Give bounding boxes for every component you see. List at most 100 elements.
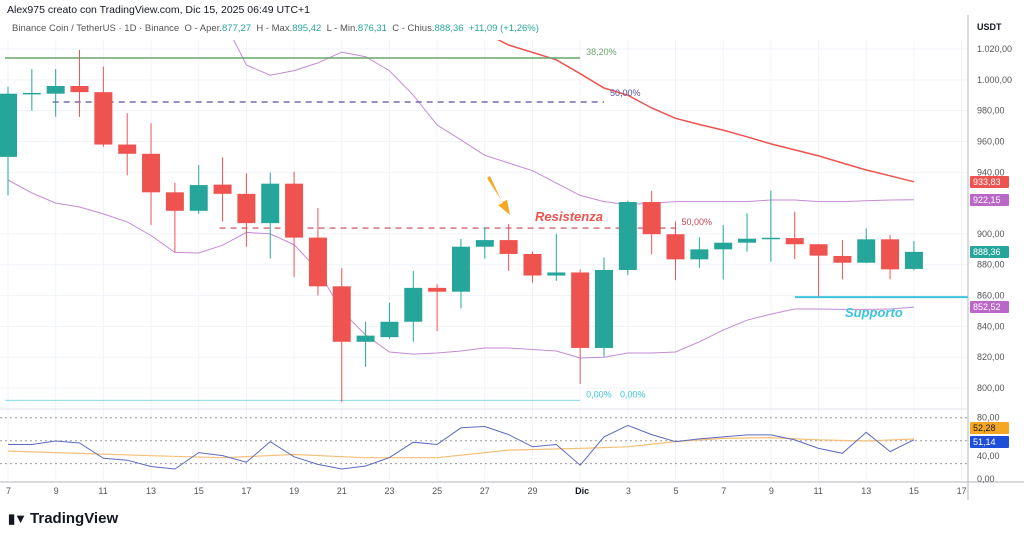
y-tick-label: 880,00 <box>977 260 1005 270</box>
symbol-name[interactable]: Binance Coin / TetherUS · 1D · Binance <box>12 23 180 34</box>
rsi-line <box>8 424 915 470</box>
level-label: 0,00% <box>586 389 612 399</box>
level-label: 0,00% <box>620 389 646 399</box>
candle-body <box>404 287 423 322</box>
candle-body <box>499 240 518 254</box>
candle-body <box>70 85 89 93</box>
candle-body <box>833 255 852 263</box>
y-tick-label: 840,00 <box>977 321 1005 331</box>
x-tick-label: 11 <box>814 486 823 496</box>
tradingview-logo[interactable]: ▮▼ TradingView <box>8 510 118 527</box>
candle-body <box>571 272 590 348</box>
grid <box>0 40 968 480</box>
candle-body <box>332 286 351 342</box>
price-badge: 922,15 <box>970 193 1009 206</box>
resistance-label: Resistenza <box>535 209 603 224</box>
symbol-legend: Binance Coin / TetherUS · 1D · Binance O… <box>12 23 539 34</box>
level-label: 50,00% <box>610 88 641 98</box>
candle-body <box>904 251 923 269</box>
close-value: 888,36 <box>434 23 464 34</box>
candle-body <box>618 202 637 270</box>
x-tick-label: 17 <box>957 486 967 496</box>
candle-body <box>595 269 613 348</box>
candle-body <box>0 93 17 157</box>
open-value: 877,27 <box>222 23 252 34</box>
time-axis: 7 9 11 13 15 17 19 21 23 25 27 29 Dic 3 5 7 9 11 13 15 17 <box>6 486 967 496</box>
candle-body <box>666 234 685 260</box>
candle-body <box>547 272 566 276</box>
candle-body <box>380 321 399 338</box>
candle-body <box>94 92 113 145</box>
x-tick-label: 7 <box>721 486 726 496</box>
fib-levels: 38,20% 50,00% 50,00% 0,00% 0,00% <box>5 47 968 401</box>
y-tick-label: 800,00 <box>977 383 1005 393</box>
x-tick-label: Dic <box>575 486 589 496</box>
x-tick-label: 7 <box>6 486 11 496</box>
candle-body <box>285 183 304 238</box>
candle-body <box>142 153 161 193</box>
chart-credit: Alex975 creato con TradingView.com, Dic … <box>7 4 311 16</box>
price-badge: 888,36 <box>970 245 1009 258</box>
candle-body <box>475 240 494 247</box>
candle-body <box>213 184 232 194</box>
y-tick-label: 860,00 <box>977 291 1005 301</box>
rsi-panel: 80,00 40,00 0,00 <box>0 413 1000 484</box>
candle-body <box>451 246 470 292</box>
y-tick-label: 1.000,00 <box>977 75 1012 85</box>
close-label: C - Chius. <box>392 23 435 34</box>
rsi-badge: 51,14 <box>970 436 1009 448</box>
candle-body <box>308 237 327 287</box>
lower-band-line <box>7 179 914 359</box>
price-badge: 852,52 <box>970 301 1009 314</box>
y-tick-label: 980,00 <box>977 106 1005 116</box>
change-value: +11,09 (+1,26%) <box>468 23 539 34</box>
arrow-icon <box>487 176 510 215</box>
rsi-tick-label: 80,00 <box>977 413 1000 423</box>
support-label: Supporto <box>845 305 903 320</box>
candle-body <box>428 287 447 292</box>
x-tick-label: 5 <box>674 486 679 496</box>
candle-body <box>22 92 41 95</box>
candle-body <box>714 242 733 250</box>
candle-body <box>738 238 757 243</box>
candle-body <box>761 237 780 240</box>
open-label: O - Aper. <box>184 23 223 34</box>
y-tick-label: 1.020,00 <box>977 44 1012 54</box>
x-tick-label: 15 <box>909 486 919 496</box>
logo-text: TradingView <box>30 510 119 527</box>
candle-body <box>165 192 184 211</box>
rsi-tick-label: 0,00 <box>977 474 995 484</box>
candle-body <box>189 185 208 211</box>
candle-body <box>46 85 65 94</box>
price-badge: 933,83 <box>970 175 1009 188</box>
x-tick-label: 15 <box>194 486 204 496</box>
candle-body <box>261 183 280 224</box>
x-tick-label: 19 <box>289 486 299 496</box>
currency-label: USDT <box>977 22 1002 32</box>
x-tick-label: 25 <box>432 486 442 496</box>
x-tick-label: 23 <box>384 486 394 496</box>
rsi-badge: 52,28 <box>970 422 1009 434</box>
moving-average-line <box>496 40 915 183</box>
candle-body <box>523 253 542 276</box>
x-tick-label: 13 <box>146 486 156 496</box>
candle-body <box>237 193 256 224</box>
rsi-ma-line <box>7 436 914 459</box>
x-tick-label: 29 <box>527 486 537 496</box>
candle-body <box>356 335 375 342</box>
y-tick-label: 820,00 <box>977 352 1005 362</box>
x-tick-label: 9 <box>769 486 774 496</box>
candle-body <box>857 239 876 263</box>
candle-body <box>690 249 709 260</box>
x-tick-label: 21 <box>337 486 347 496</box>
candle-body <box>118 144 137 154</box>
price-axis: 1.020,001.000,00980,00960,00940,00900,00… <box>0 15 1024 500</box>
candle-body <box>642 202 661 235</box>
rsi-tick-label: 40,00 <box>977 451 1000 461</box>
low-label: L - Min. <box>326 23 358 34</box>
x-tick-label: 13 <box>861 486 871 496</box>
x-tick-label: 17 <box>241 486 251 496</box>
x-tick-label: 11 <box>98 486 107 496</box>
high-value: 895,42 <box>292 23 322 34</box>
